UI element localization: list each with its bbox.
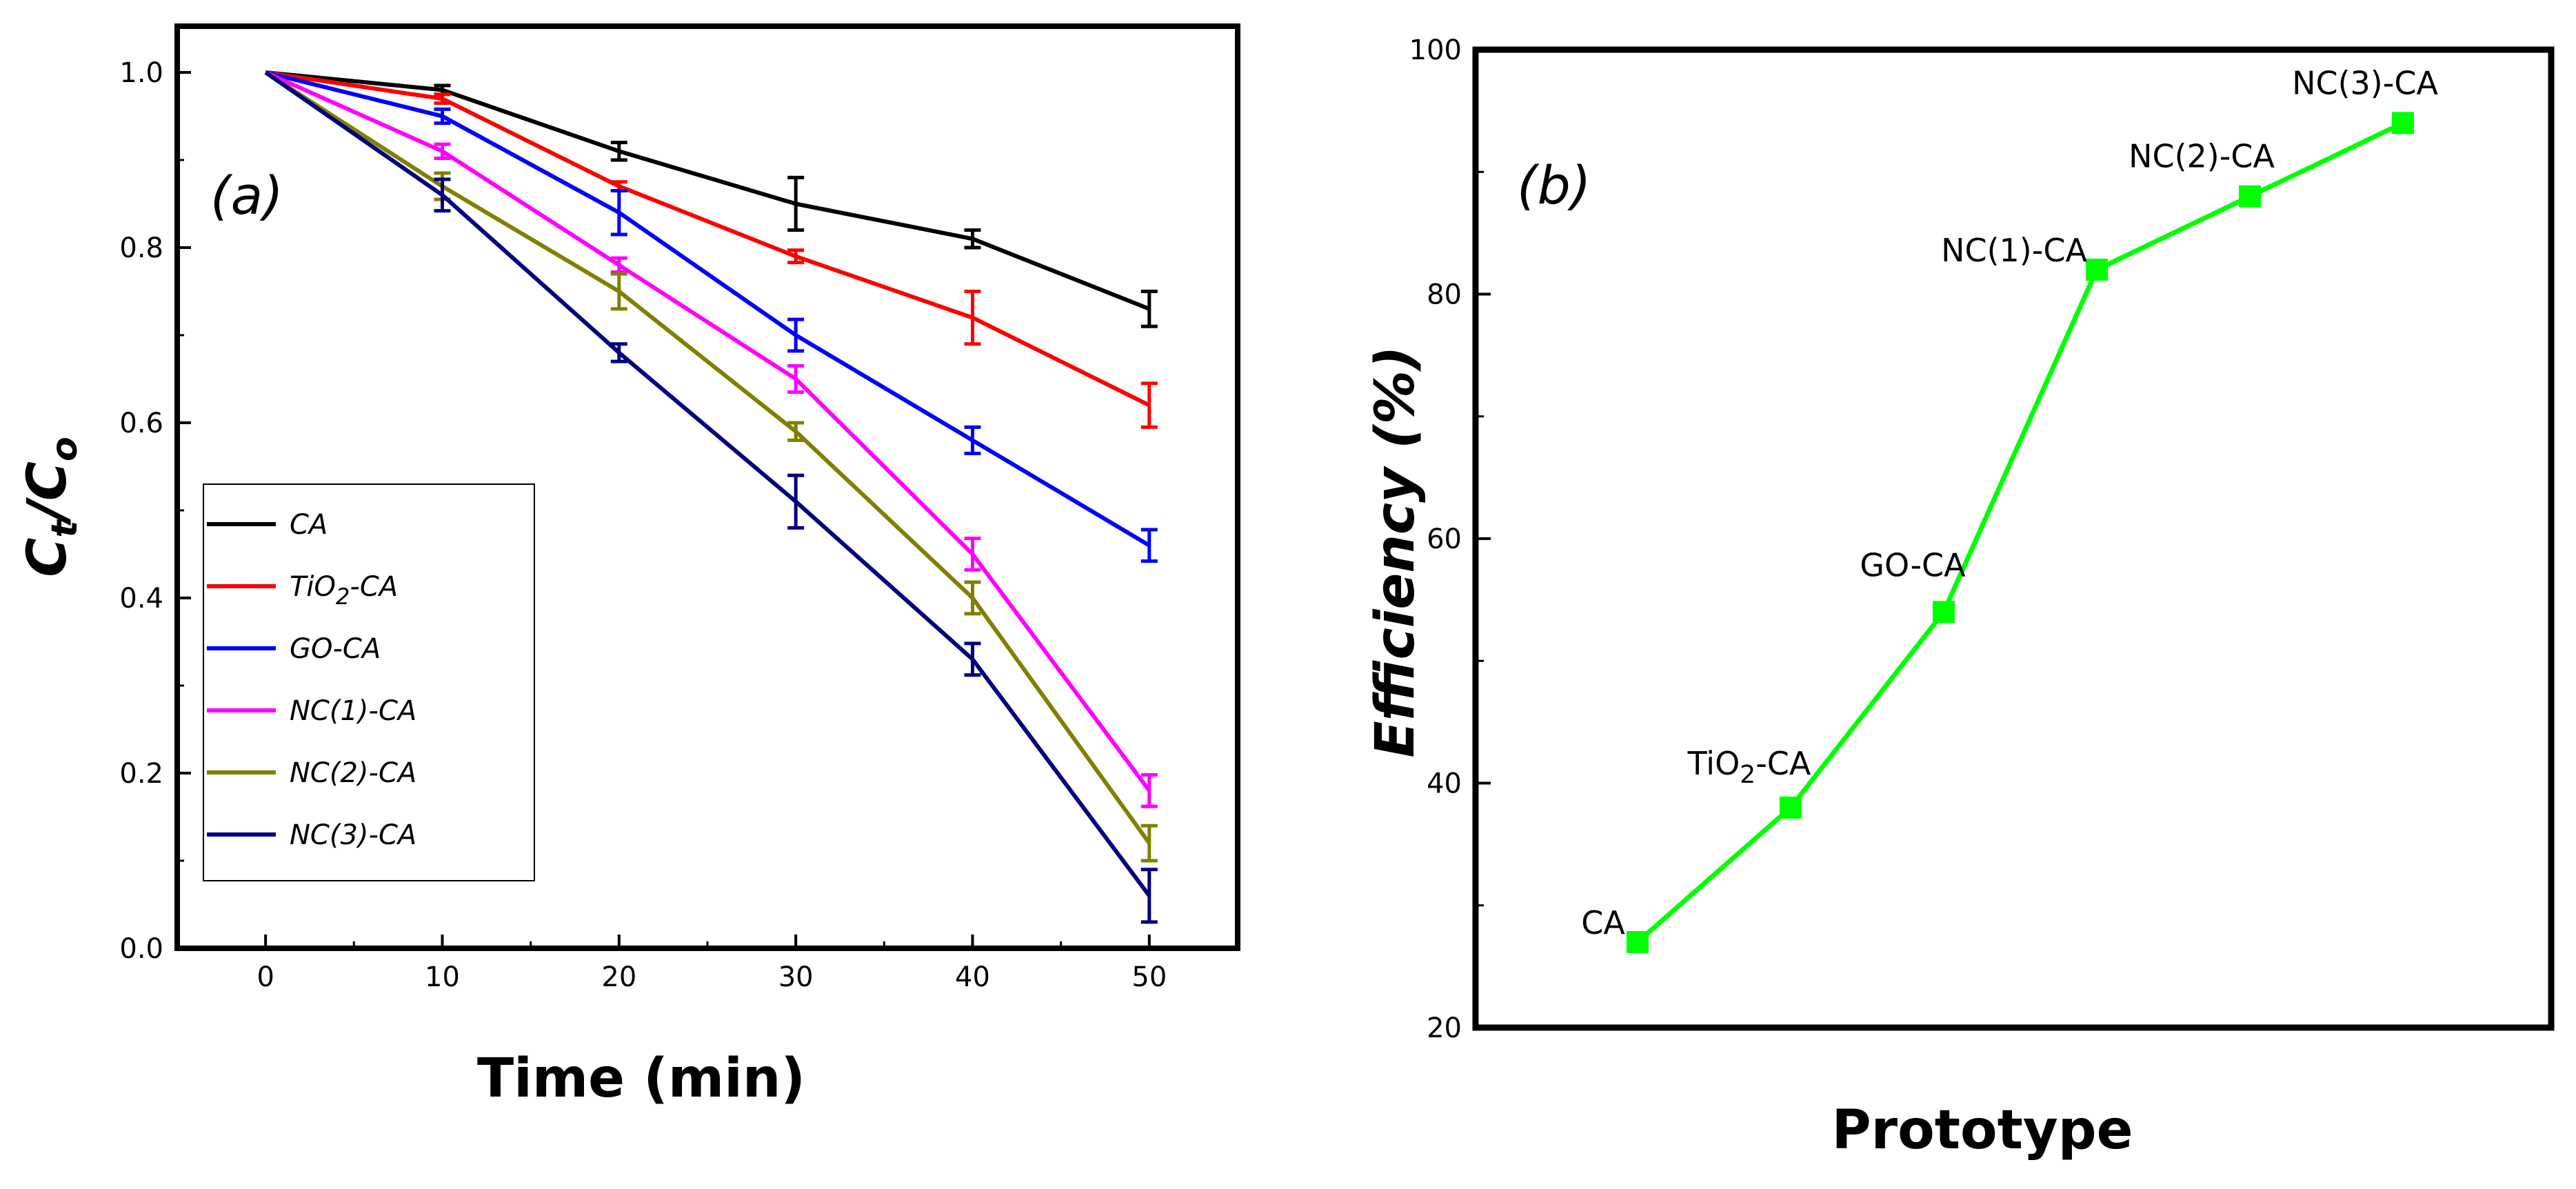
point-label-CA: CA — [1581, 904, 1625, 941]
panel-a-y-tick-label: 0.2 — [119, 758, 163, 790]
series-NC(2)-CA — [264, 70, 1158, 863]
point-label-GO-CA: GO-CA — [1860, 546, 1966, 583]
panel-b-series: CA TiO2-CA GO-CA NC(1)-CA NC(2)-CA NC(3)-CA — [1581, 64, 2438, 953]
panel-a: 0 10 20 30 40 50 0.0 0.2 0.4 0.6 0.8 1.0 (a) Time (… — [17, 23, 1240, 1110]
legend-label-CA: CA — [290, 509, 328, 541]
panel-a-x-tick-label: 10 — [425, 961, 460, 993]
panel-b-y-tick-label: 60 — [1427, 523, 1462, 555]
series-TiO2-CA — [265, 70, 1158, 429]
efficiency-point-NC(3)-CA — [2392, 112, 2414, 134]
panel-a-series — [264, 70, 1158, 924]
legend-label-NC(2)-CA-part-0: NC(2)-CA — [290, 757, 416, 789]
panel-b-label: (b) — [1517, 154, 1591, 216]
panel-a-y-tick-label: 0.4 — [119, 583, 163, 615]
legend: CA TiO2-CA GO-CA NC(1)-CA NC(2)-CA NC(3)-CA — [203, 483, 535, 881]
series-line-GO-CA — [265, 70, 1151, 548]
panel-a-y-axis-title: Ct/Co — [17, 437, 85, 577]
efficiency-point-TiO2-CA — [1780, 796, 1802, 819]
point-label-CA-part-0: CA — [1581, 904, 1625, 941]
efficiency-point-NC(1)-CA — [2086, 259, 2108, 281]
panel-b-y-tick-label: 20 — [1427, 1012, 1462, 1044]
point-label-TiO2-CA-part-0: TiO — [1687, 745, 1740, 782]
efficiency-point-NC(2)-CA — [2239, 185, 2261, 208]
legend-label-NC(3)-CA: NC(3)-CA — [290, 819, 416, 851]
efficiency-point-GO-CA — [1933, 601, 1955, 623]
series-line-NC(2)-CA — [264, 70, 1151, 845]
point-label-TiO2-CA-part-2: -CA — [1755, 745, 1811, 782]
series-line-NC(3)-CA — [264, 70, 1151, 897]
series-NC(1)-CA — [264, 70, 1158, 808]
series-GO-CA — [265, 70, 1158, 563]
panel-b-y-tick-label: 100 — [1409, 34, 1462, 66]
panel-a-y-title-main: C — [17, 538, 79, 577]
efficiency-point-CA — [1627, 930, 1649, 953]
panel-b-plot-frame — [1472, 46, 2555, 1031]
series-line-CA — [265, 70, 1150, 311]
panel-a-y-tick-label: 1.0 — [119, 57, 163, 89]
efficiency-line — [1636, 121, 2404, 944]
point-label-NC(1)-CA-part-0: NC(1)-CA — [1941, 232, 2087, 269]
panel-a-x-tick-label: 20 — [601, 961, 636, 993]
panel-a-ticks: 0 10 20 30 40 50 0.0 0.2 0.4 0.6 0.8 1.0 — [119, 57, 1239, 993]
legend-label-GO-CA-part-0: GO-CA — [290, 633, 381, 665]
panel-b-y-tick-label: 80 — [1427, 279, 1462, 311]
point-label-NC(1)-CA: NC(1)-CA — [1941, 232, 2087, 269]
panel-a-y-title-sub-o: o — [44, 437, 85, 461]
series-line-TiO2-CA — [265, 70, 1151, 408]
series-NC(3)-CA — [264, 70, 1158, 924]
legend-label-NC(2)-CA: NC(2)-CA — [290, 757, 416, 789]
panel-b-y-axis-title: Efficiency (%) — [1365, 346, 1427, 757]
point-label-GO-CA-part-0: GO-CA — [1860, 546, 1966, 583]
panel-b-y-tick-label: 40 — [1427, 768, 1462, 800]
legend-label-GO-CA: GO-CA — [290, 633, 381, 665]
point-label-NC(2)-CA: NC(2)-CA — [2129, 138, 2275, 175]
legend-label-NC(1)-CA: NC(1)-CA — [290, 695, 416, 727]
point-label-TiO2-CA-part-1: 2 — [1740, 761, 1755, 789]
series-CA — [265, 70, 1158, 328]
panel-a-x-tick-label: 0 — [256, 961, 274, 993]
panel-a-x-tick-label: 50 — [1131, 961, 1167, 993]
legend-label-TiO2-CA-part-0: TiO — [290, 571, 336, 603]
legend-label-NC(3)-CA-part-0: NC(3)-CA — [290, 819, 416, 851]
legend-label-TiO2-CA: TiO2-CA — [290, 571, 398, 610]
panel-a-label: (a) — [210, 165, 283, 226]
panel-a-x-axis-title: Time (min) — [477, 1048, 805, 1110]
panel-a-x-tick-label: 40 — [955, 961, 990, 993]
series-line-NC(1)-CA — [264, 70, 1151, 792]
panel-a-y-tick-label: 0.6 — [119, 408, 163, 439]
point-label-NC(2)-CA-part-0: NC(2)-CA — [2129, 138, 2275, 175]
legend-label-NC(1)-CA-part-0: NC(1)-CA — [290, 695, 416, 727]
panel-a-y-title-sub-t: t — [44, 519, 85, 538]
panel-b-x-axis-title: Prototype — [1832, 1099, 2133, 1161]
legend-label-CA-part-0: CA — [290, 509, 328, 541]
point-label-TiO2-CA: TiO2-CA — [1687, 745, 1811, 789]
legend-label-TiO2-CA-part-2: -CA — [350, 571, 398, 603]
legend-box — [203, 483, 535, 881]
panel-b-ticks: 20 40 60 80 100 — [1409, 34, 1491, 1044]
panel-a-y-tick-label: 0.8 — [119, 232, 163, 264]
legend-label-TiO2-CA-part-1: 2 — [336, 583, 350, 610]
panel-b: 20 40 60 80 100 CA TiO2-CA GO-CA NC(1)-CA NC(2)-… — [1365, 34, 2555, 1161]
point-label-NC(3)-CA-part-0: NC(3)-CA — [2292, 64, 2438, 101]
panel-a-y-tick-label: 0.0 — [119, 933, 163, 965]
panel-a-y-title-main-2: C — [17, 461, 79, 501]
panel-a-x-tick-label: 30 — [778, 961, 814, 993]
point-label-NC(3)-CA: NC(3)-CA — [2292, 64, 2438, 101]
